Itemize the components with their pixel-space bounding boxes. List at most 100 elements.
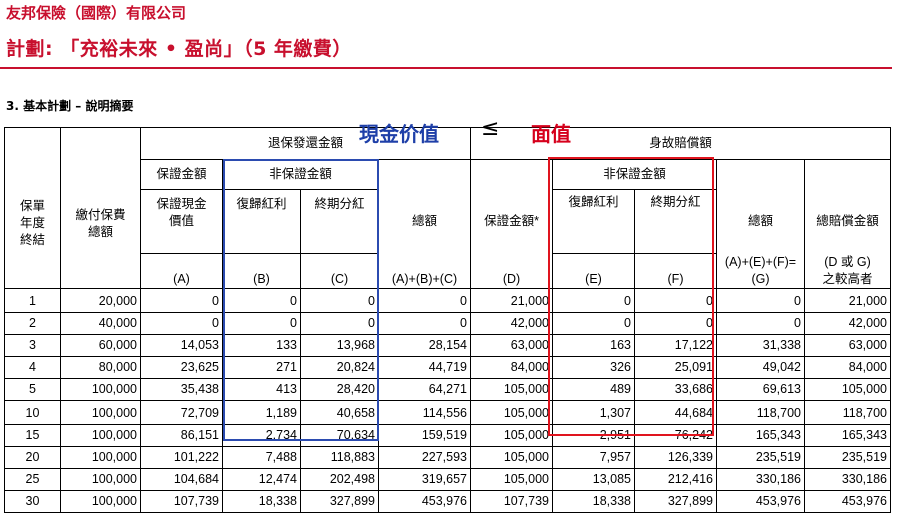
cell-terminal: 28,420 [300, 377, 379, 401]
cell-year: 4 [4, 355, 61, 379]
cell-reversionary-death: 13,085 [552, 467, 635, 491]
cell-death-total: 21,000 [804, 287, 891, 313]
cell-terminal-death: 327,899 [634, 489, 717, 513]
cell-guaranteed-cash: 35,438 [140, 377, 223, 401]
header-terminal-dividend: 終期分紅 [300, 189, 379, 254]
cell-surrender-total: 0 [378, 311, 471, 335]
cell-terminal: 327,899 [300, 489, 379, 513]
cell-reversionary-death: 1,307 [552, 399, 635, 425]
label-g: (A)+(E)+(F)= (G) [716, 253, 805, 289]
cell-guaranteed-death: 105,000 [470, 377, 553, 401]
cell-guaranteed-cash: 14,053 [140, 333, 223, 357]
cell-guaranteed-cash: 107,739 [140, 489, 223, 513]
header-death-sum: 總額 [716, 189, 805, 254]
label-b: (B) [222, 253, 301, 289]
label-c: (C) [300, 253, 379, 289]
table-row: 15 100,000 86,151 2,734 70,634 159,519 105,000… [4, 423, 891, 447]
cell-premium: 20,000 [60, 287, 141, 313]
cell-death-sum: 118,700 [716, 399, 805, 425]
cell-terminal-death: 126,339 [634, 445, 717, 469]
cell-reversionary: 2,734 [222, 423, 301, 447]
header-death-total-spacer [804, 159, 891, 190]
cell-surrender-total: 64,271 [378, 377, 471, 401]
cell-guaranteed-death: 21,000 [470, 287, 553, 313]
cell-guaranteed-cash: 86,151 [140, 423, 223, 447]
cell-surrender-total: 453,976 [378, 489, 471, 513]
header-reversionary-bonus-death: 復歸紅利 [552, 189, 635, 254]
header-death-group: 身故賠償額 [470, 127, 891, 160]
table-body: 1 20,000 0 0 0 0 21,000 0 0 0 21,000 2 40,000 0 0 0 0 42,… [4, 287, 891, 513]
header-total-premium: 繳付保費 總額 [60, 159, 141, 289]
cell-guaranteed-death: 105,000 [470, 399, 553, 425]
table-row: 1 20,000 0 0 0 0 21,000 0 0 0 21,000 [4, 287, 891, 313]
cell-death-total: 330,186 [804, 467, 891, 491]
section-title: 3. 基本計劃 – 說明摘要 [6, 99, 134, 113]
cell-reversionary-death: 0 [552, 287, 635, 313]
cell-premium: 100,000 [60, 377, 141, 401]
header-total-spacer [378, 159, 471, 190]
header-surrender-total: 總額 [378, 189, 471, 254]
cell-death-sum: 165,343 [716, 423, 805, 447]
header-reversionary-bonus: 復歸紅利 [222, 189, 301, 254]
cell-terminal-death: 44,684 [634, 399, 717, 425]
cell-death-sum: 330,186 [716, 467, 805, 491]
less-equal-annotation: ≤ [481, 116, 500, 141]
header-surrender-group: 退保發還金額 [140, 127, 471, 160]
table-row: 25 100,000 104,684 12,474 202,498 319,657 105,… [4, 467, 891, 491]
title-divider [0, 67, 892, 69]
cell-premium: 100,000 [60, 399, 141, 425]
table-row: 5 100,000 35,438 413 28,420 64,271 105,000 489 3… [4, 377, 891, 401]
cell-terminal: 13,968 [300, 333, 379, 357]
cell-premium: 100,000 [60, 445, 141, 469]
cell-year: 15 [4, 423, 61, 447]
cell-premium: 60,000 [60, 333, 141, 357]
cell-surrender-total: 114,556 [378, 399, 471, 425]
header-guaranteed-death: 保證金額* [470, 189, 553, 254]
cell-reversionary: 0 [222, 311, 301, 335]
header-terminal-dividend-death: 終期分紅 [634, 189, 717, 254]
cell-terminal: 20,824 [300, 355, 379, 379]
cell-terminal: 70,634 [300, 423, 379, 447]
cell-premium: 100,000 [60, 489, 141, 513]
cell-death-sum: 0 [716, 311, 805, 335]
cell-reversionary-death: 489 [552, 377, 635, 401]
cell-reversionary: 0 [222, 287, 301, 313]
table-row: 3 60,000 14,053 133 13,968 28,154 63,000 163 17,… [4, 333, 891, 357]
cell-year: 5 [4, 377, 61, 401]
cell-year: 3 [4, 333, 61, 357]
header-policy-year: 保單 年度 終結 [4, 159, 61, 289]
plan-title: 計劃: 「充裕未來 • 盈尚」（5 年繳費） [6, 38, 352, 60]
cell-reversionary: 18,338 [222, 489, 301, 513]
cell-terminal: 40,658 [300, 399, 379, 425]
table-row: 4 80,000 23,625 271 20,824 44,719 84,000 326 25,… [4, 355, 891, 379]
cell-reversionary: 1,189 [222, 399, 301, 425]
cell-death-total: 235,519 [804, 445, 891, 469]
cell-reversionary: 7,488 [222, 445, 301, 469]
cell-year: 1 [4, 287, 61, 313]
cell-guaranteed-death: 105,000 [470, 423, 553, 447]
header-non-guaranteed-death: 非保證金額 [552, 159, 717, 190]
cell-year: 20 [4, 445, 61, 469]
cell-terminal: 202,498 [300, 467, 379, 491]
company-name: 友邦保險（國際）有限公司 [6, 4, 187, 22]
cell-terminal-death: 0 [634, 287, 717, 313]
cell-guaranteed-death: 63,000 [470, 333, 553, 357]
header-guaranteed-cash-value: 保證現金 價值 [140, 189, 223, 254]
cell-reversionary-death: 7,957 [552, 445, 635, 469]
table-row: 30 100,000 107,739 18,338 327,899 453,976 107,… [4, 489, 891, 513]
label-f: (F) [634, 253, 717, 289]
illustration-table: 退保發還金額 身故賠償額 保單 年度 終結 繳付保費 總額 保證金額 非保證金額… [4, 127, 891, 513]
cell-surrender-total: 0 [378, 287, 471, 313]
cell-terminal-death: 76,242 [634, 423, 717, 447]
label-a: (A) [140, 253, 223, 289]
cell-reversionary-death: 2,951 [552, 423, 635, 447]
header-g-spacer [716, 159, 805, 190]
label-abc: (A)+(B)+(C) [378, 253, 471, 289]
cell-surrender-total: 44,719 [378, 355, 471, 379]
cell-guaranteed-cash: 0 [140, 311, 223, 335]
cell-guaranteed-death: 105,000 [470, 467, 553, 491]
table-row: 10 100,000 72,709 1,189 40,658 114,556 105,000… [4, 399, 891, 425]
cell-reversionary-death: 0 [552, 311, 635, 335]
cell-year: 25 [4, 467, 61, 491]
cell-death-total: 105,000 [804, 377, 891, 401]
